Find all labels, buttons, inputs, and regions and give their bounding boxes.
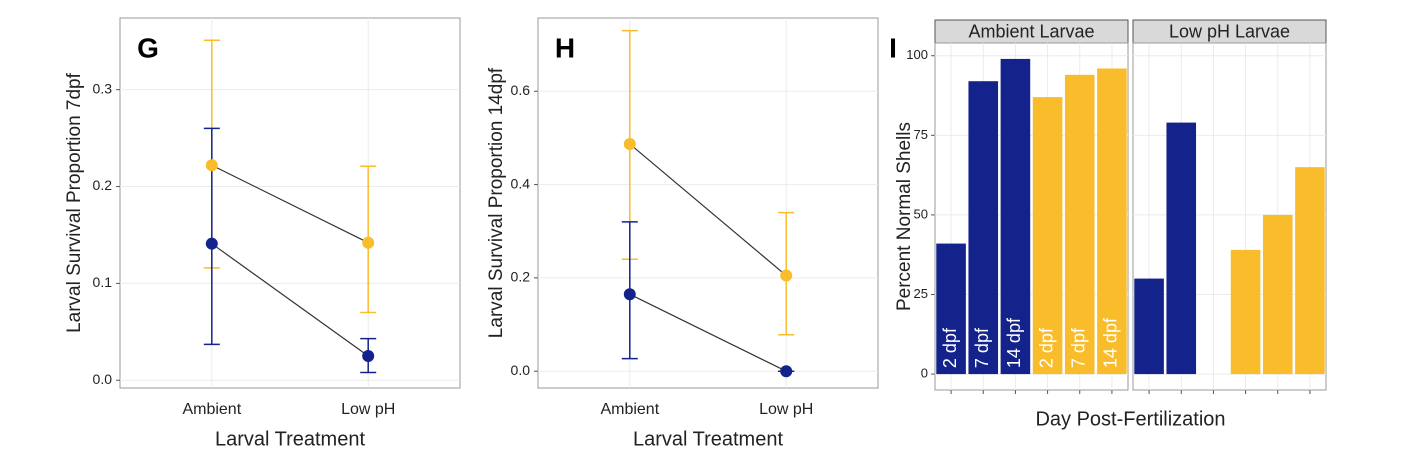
bar (1262, 214, 1293, 375)
x-tick-label: Low pH (759, 401, 813, 418)
y-tick-label: 0.6 (511, 82, 531, 98)
y-axis-label: Larval Survival Proportion 14dpf (486, 67, 507, 338)
y-axis-label: Larval Survival Proportion 7dpf (64, 72, 85, 333)
y-tick-label: 0.0 (511, 362, 531, 378)
point (623, 288, 636, 301)
bar (1000, 58, 1031, 375)
bar (1295, 167, 1325, 375)
x-axis-label: Day Post-Fertilization (1035, 408, 1225, 430)
x-tick-label: Low pH (341, 401, 395, 418)
y-tick-label: 0.0 (93, 371, 113, 387)
y-tick-label: 0.2 (93, 177, 113, 193)
x-tick-label: Ambient (182, 401, 241, 418)
series-line (629, 293, 787, 372)
point (623, 137, 636, 150)
x-axis-label: Larval Treatment (215, 428, 366, 450)
y-tick-label: 75 (914, 127, 928, 142)
plot-frame (537, 17, 879, 389)
series-line (629, 143, 787, 277)
bar-label: 7 dpf (972, 327, 992, 368)
y-tick-label: 50 (914, 206, 928, 221)
bar-label: 2 dpf (1036, 327, 1056, 368)
point (362, 236, 375, 249)
x-tick-label: Ambient (600, 401, 659, 418)
facet-title: Low pH Larvae (1169, 21, 1290, 41)
bar-label: 14 dpf (1004, 317, 1024, 368)
bar (936, 243, 966, 375)
bar (1134, 278, 1164, 375)
panel-letter: G (137, 32, 159, 63)
y-tick-label: 100 (906, 47, 928, 62)
y-tick-label: 0 (921, 366, 928, 381)
y-tick-label: 25 (914, 286, 928, 301)
facet-panel (934, 42, 1129, 391)
y-tick-label: 0.1 (93, 274, 113, 290)
y-axis-label: Percent Normal Shells (894, 122, 915, 311)
y-tick-label: 0.2 (511, 269, 531, 285)
facet-title: Ambient Larvae (968, 21, 1094, 41)
bar (1064, 74, 1095, 375)
bar (968, 81, 999, 375)
facet-panel (1132, 42, 1327, 391)
bar (1032, 97, 1063, 375)
bar-label: 7 dpf (1069, 327, 1089, 368)
plot-frame (119, 17, 461, 389)
bar (1230, 249, 1261, 375)
point (205, 159, 218, 172)
x-axis-label: Larval Treatment (633, 428, 784, 450)
point (205, 237, 218, 250)
y-tick-label: 0.4 (511, 175, 531, 191)
series-line (211, 243, 369, 357)
y-tick-label: 0.3 (93, 80, 113, 96)
panel-letter: H (555, 32, 575, 63)
series-line (211, 164, 369, 244)
bar (1166, 122, 1197, 375)
panel-letter: I (889, 32, 897, 63)
point (362, 350, 375, 363)
point (780, 269, 793, 282)
point (780, 365, 793, 378)
bar-label: 2 dpf (940, 327, 960, 368)
bar-label: 14 dpf (1101, 317, 1121, 368)
bar (1097, 68, 1127, 375)
